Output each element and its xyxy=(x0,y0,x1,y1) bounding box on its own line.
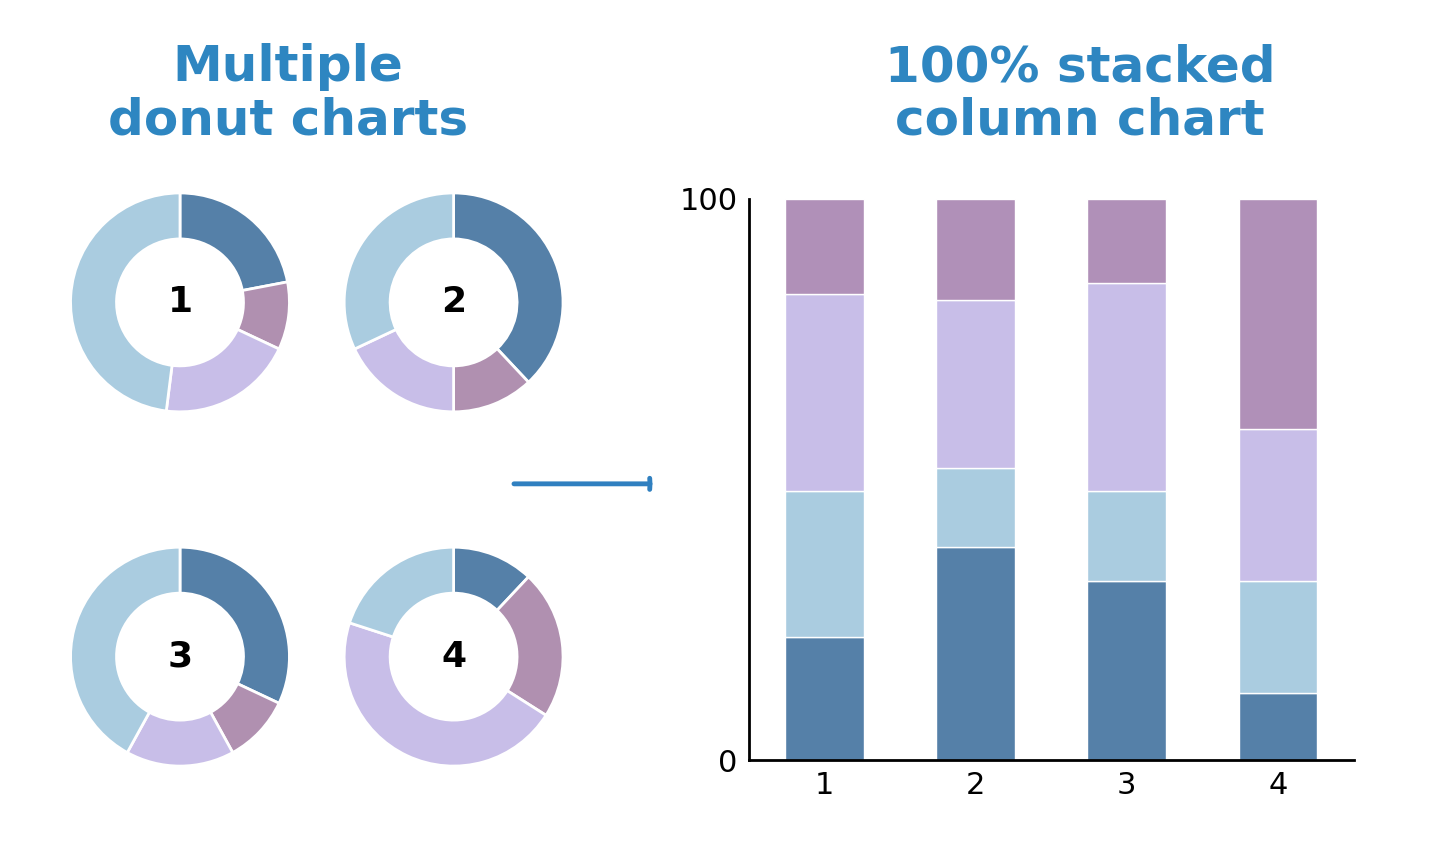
Text: Multiple
donut charts: Multiple donut charts xyxy=(108,43,468,145)
Bar xyxy=(936,468,1015,547)
Wedge shape xyxy=(344,193,454,349)
Wedge shape xyxy=(71,547,180,753)
Bar xyxy=(1087,283,1166,491)
Bar xyxy=(936,547,1015,760)
Bar xyxy=(1087,581,1166,760)
Bar xyxy=(1238,693,1318,760)
Wedge shape xyxy=(71,193,180,411)
Wedge shape xyxy=(166,329,279,412)
Wedge shape xyxy=(454,547,528,610)
Text: 4: 4 xyxy=(441,639,467,674)
Bar xyxy=(936,199,1015,300)
Wedge shape xyxy=(454,349,528,412)
Wedge shape xyxy=(497,577,563,715)
Text: 100% stacked
column chart: 100% stacked column chart xyxy=(884,43,1276,145)
Text: 1: 1 xyxy=(167,285,193,320)
Wedge shape xyxy=(350,547,454,637)
Bar xyxy=(785,294,864,491)
Bar xyxy=(785,491,864,637)
Wedge shape xyxy=(354,329,454,412)
Wedge shape xyxy=(454,193,563,382)
Wedge shape xyxy=(180,193,288,290)
Wedge shape xyxy=(344,623,546,766)
Text: 2: 2 xyxy=(441,285,467,320)
Bar xyxy=(1238,199,1318,429)
Text: 3: 3 xyxy=(167,639,193,674)
Bar xyxy=(785,199,864,294)
Bar xyxy=(1238,581,1318,693)
Bar xyxy=(936,300,1015,468)
Wedge shape xyxy=(180,547,289,703)
Bar xyxy=(1087,199,1166,283)
Wedge shape xyxy=(127,712,233,766)
Bar xyxy=(1238,429,1318,581)
Bar xyxy=(1087,491,1166,581)
Wedge shape xyxy=(210,683,279,753)
Wedge shape xyxy=(238,282,289,349)
Bar xyxy=(785,637,864,760)
